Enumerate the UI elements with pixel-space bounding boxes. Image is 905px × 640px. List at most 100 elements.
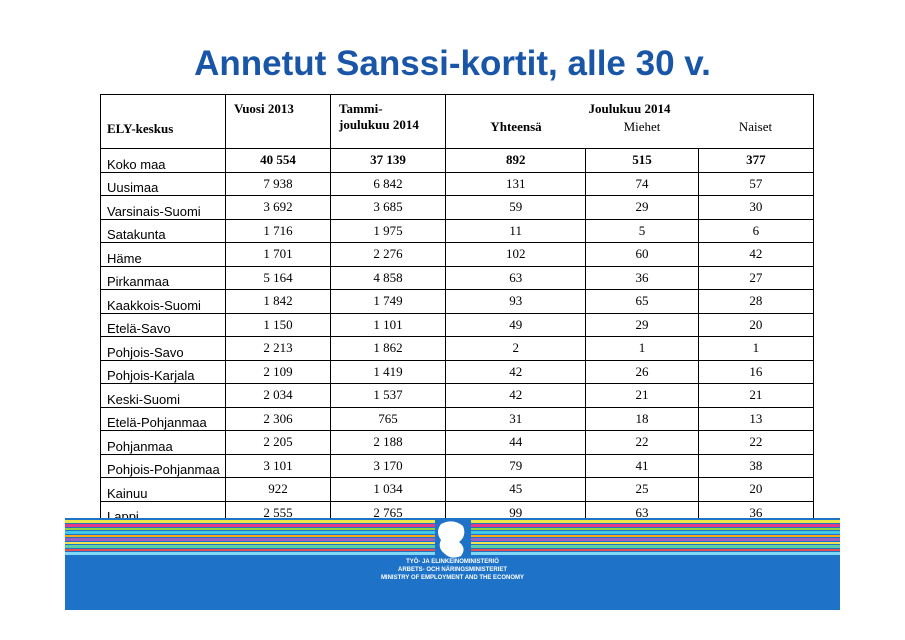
number-cell: 765: [330, 406, 446, 431]
number-cell: 5: [585, 218, 699, 243]
region-cell: Varsinais-Suomi: [100, 195, 226, 220]
footer-band: [65, 518, 840, 610]
number-cell: 1 842: [225, 289, 331, 314]
header-text: ELY-keskus: [107, 120, 174, 136]
number-cell: 6: [697, 218, 815, 243]
number-cell: 1 975: [330, 218, 446, 243]
logo: [438, 521, 465, 558]
number-cell: 79: [444, 453, 587, 478]
footer-line: ARBETS- OCH NÄRINGSMINISTERIET: [397, 567, 507, 573]
table-row: Etelä-Pohjanmaa 2 306 765 31 18 13: [100, 406, 815, 431]
slide-title: Annetut Sanssi-kortit, alle 30 v.: [194, 44, 711, 83]
number-cell: 93: [444, 289, 587, 314]
table-row: Kainuu 922 1 034 45 25 20: [100, 477, 815, 502]
number-cell: 5 164: [225, 265, 331, 290]
table-row: Etelä-Savo 1 150 1 101 49 29 20: [100, 312, 815, 337]
number-cell: 65: [585, 289, 699, 314]
number-cell: 1: [697, 336, 815, 361]
number-cell: 1 034: [330, 477, 446, 502]
number-cell: 20: [697, 312, 815, 337]
region-cell: Uusimaa: [100, 171, 226, 196]
number-cell: 892: [444, 148, 587, 173]
number-cell: 922: [225, 477, 331, 502]
header-cell: ELY-keskus: [100, 94, 226, 149]
number-cell: 377: [697, 148, 815, 173]
number-cell: 42: [697, 242, 815, 267]
number-cell: 13: [697, 406, 815, 431]
header-text: Vuosi 2013: [234, 101, 294, 116]
number-cell: 1 749: [330, 289, 446, 314]
table-row: Varsinais-Suomi 3 692 3 685 59 29 30: [100, 195, 815, 220]
number-cell: 1 716: [225, 218, 331, 243]
header-cell: Tammi-joulukuu 2014: [330, 94, 446, 149]
number-cell: 2 034: [225, 383, 331, 408]
region-cell: Pohjanmaa: [100, 430, 226, 455]
number-cell: 22: [697, 430, 815, 455]
table-row: Kaakkois-Suomi 1 842 1 749 93 65 28: [100, 289, 815, 314]
number-cell: 1 701: [225, 242, 331, 267]
number-cell: 29: [585, 312, 699, 337]
table-row: Uusimaa 7 938 6 842 131 74 57: [100, 171, 815, 196]
number-cell: 4 858: [330, 265, 446, 290]
region-cell: Kainuu: [100, 477, 226, 502]
number-cell: 38: [697, 453, 815, 478]
table-row: Pohjanmaa 2 205 2 188 44 22 22: [100, 430, 815, 455]
number-cell: 27: [697, 265, 815, 290]
header-text: Miehet: [623, 119, 661, 134]
header-cell: Vuosi 2013: [225, 94, 331, 149]
number-cell: 60: [585, 242, 699, 267]
table-row: Koko maa 40 554 37 139 892 515 377: [100, 148, 815, 173]
number-cell: 16: [697, 359, 815, 384]
region-cell: Häme: [100, 242, 226, 267]
region-cell: Kaakkois-Suomi: [100, 289, 226, 314]
number-cell: 2 276: [330, 242, 446, 267]
header-cell: Joulukuu 2014 Yhteensä Miehet Naiset: [445, 94, 814, 149]
number-cell: 1 862: [330, 336, 446, 361]
number-cell: 59: [444, 195, 587, 220]
number-cell: 30: [697, 195, 815, 220]
table-row: Keski-Suomi 2 034 1 537 42 21 21: [100, 383, 815, 408]
number-cell: 44: [444, 430, 587, 455]
number-cell: 21: [697, 383, 815, 408]
number-cell: 1: [585, 336, 699, 361]
table-row: Häme 1 701 2 276 102 60 42: [100, 242, 815, 267]
header-text: Yhteensä: [490, 119, 542, 134]
number-cell: 28: [697, 289, 815, 314]
table-row: Pohjois-Pohjanmaa 3 101 3 170 79 41 38: [100, 453, 815, 478]
number-cell: 2 109: [225, 359, 331, 384]
footer-line: TYÖ- JA ELINKEINOMINISTERIÖ: [406, 559, 499, 565]
number-cell: 102: [444, 242, 587, 267]
table-row: Pohjois-Karjala 2 109 1 419 42 26 16: [100, 359, 815, 384]
number-cell: 49: [444, 312, 587, 337]
number-cell: 2 205: [225, 430, 331, 455]
region-cell: Pirkanmaa: [100, 265, 226, 290]
number-cell: 37 139: [330, 148, 446, 173]
number-cell: 6 842: [330, 171, 446, 196]
footer-text: TYÖ- JA ELINKEINOMINISTERIÖ ARBETS- OCH N…: [300, 558, 605, 582]
region-cell: Pohjois-Savo: [100, 336, 226, 361]
header-text: Tammi-: [339, 101, 383, 116]
header-text: joulukuu 2014: [339, 117, 419, 132]
number-cell: 18: [585, 406, 699, 431]
number-cell: 40 554: [225, 148, 331, 173]
region-cell: Etelä-Savo: [100, 312, 226, 337]
header-text: Joulukuu 2014: [588, 101, 671, 116]
number-cell: 20: [697, 477, 815, 502]
region-cell: Pohjois-Pohjanmaa: [100, 453, 226, 478]
number-cell: 36: [585, 265, 699, 290]
number-cell: 3 692: [225, 195, 331, 220]
region-cell: Pohjois-Karjala: [100, 359, 226, 384]
number-cell: 1 419: [330, 359, 446, 384]
table-row: Pohjois-Savo 2 213 1 862 2 1 1: [100, 336, 815, 361]
number-cell: 2: [444, 336, 587, 361]
region-cell: Koko maa: [100, 148, 226, 173]
table-row: Pirkanmaa 5 164 4 858 63 36 27: [100, 265, 815, 290]
number-cell: 7 938: [225, 171, 331, 196]
number-cell: 1 150: [225, 312, 331, 337]
number-cell: 63: [444, 265, 587, 290]
number-cell: 2 306: [225, 406, 331, 431]
number-cell: 25: [585, 477, 699, 502]
number-cell: 2 188: [330, 430, 446, 455]
number-cell: 21: [585, 383, 699, 408]
